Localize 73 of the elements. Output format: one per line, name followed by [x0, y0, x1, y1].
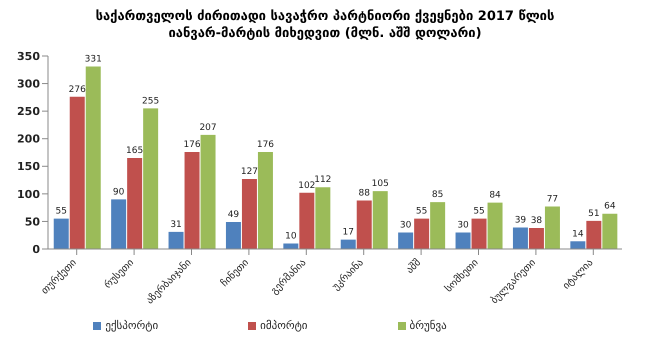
- bar: [111, 199, 126, 249]
- data-label: 176: [183, 140, 201, 150]
- bar: [242, 178, 257, 249]
- bar: [602, 214, 618, 249]
- chart-title: საქართველოს ძირითადი სავაჭრო პარტნიორი ქვეყნები 2017 წლის იანვარ-მარტის მიხედვით (მლნ. აშშ დოლარი): [94, 8, 556, 42]
- bar: [528, 228, 544, 249]
- bar: [512, 227, 528, 249]
- data-label: 51: [588, 208, 600, 219]
- bar: [372, 191, 388, 249]
- bar: [184, 152, 200, 249]
- data-label: 165: [126, 146, 144, 156]
- y-tick-label: 0: [32, 242, 40, 256]
- bar: [414, 218, 430, 249]
- bar: [488, 202, 503, 249]
- bar: [570, 241, 586, 249]
- bar: [356, 200, 372, 249]
- bar: [54, 218, 69, 249]
- data-label: 331: [84, 54, 102, 64]
- legend-label: ბრუნვა: [410, 319, 447, 332]
- bar: [127, 158, 142, 249]
- data-label: 38: [530, 216, 542, 226]
- y-tick-label: 300: [17, 77, 40, 90]
- data-label: 88: [358, 188, 370, 198]
- y-tick-label: 200: [17, 132, 40, 146]
- data-label: 39: [514, 215, 526, 226]
- bar: [86, 66, 101, 249]
- data-label: 30: [457, 220, 470, 230]
- data-label: 112: [314, 175, 332, 186]
- y-tick-label: 250: [17, 105, 40, 118]
- data-label: 49: [228, 210, 240, 220]
- y-tick-label: 100: [17, 188, 40, 201]
- data-label: 127: [240, 166, 258, 177]
- data-label: 10: [285, 231, 297, 242]
- bar: [283, 243, 298, 249]
- data-label: 55: [56, 206, 67, 217]
- data-label: 176: [256, 140, 274, 150]
- bar: [200, 134, 216, 249]
- data-label: 102: [298, 180, 316, 191]
- data-label: 85: [432, 190, 444, 200]
- data-label: 276: [68, 84, 86, 95]
- bar: [143, 108, 158, 249]
- bar: [299, 192, 314, 249]
- data-label: 14: [572, 229, 584, 240]
- data-label: 84: [489, 190, 502, 201]
- data-label: 90: [112, 187, 125, 198]
- data-label: 55: [416, 206, 428, 217]
- bar: [456, 232, 471, 249]
- bar: [586, 220, 602, 249]
- data-label: 207: [199, 122, 217, 133]
- data-label: 64: [604, 202, 616, 212]
- bar: [430, 202, 446, 249]
- bar: [70, 96, 85, 249]
- bar: [544, 206, 560, 249]
- y-tick-label: 150: [17, 160, 40, 174]
- data-label: 105: [372, 179, 389, 190]
- data-label: 17: [342, 228, 354, 238]
- bar: [340, 240, 356, 249]
- data-label: 55: [473, 206, 485, 217]
- y-tick-label: 50: [24, 215, 40, 228]
- bar: [226, 222, 241, 249]
- data-label: 30: [400, 220, 412, 230]
- bar: [315, 187, 330, 249]
- y-tick-label: 350: [17, 50, 40, 63]
- legend-label: ექსპორტი: [105, 319, 158, 332]
- bar: [258, 152, 273, 249]
- bar: [472, 218, 487, 249]
- x-tick-label: აშშ: [404, 256, 424, 276]
- bar: [168, 232, 184, 249]
- data-label: 255: [142, 96, 160, 106]
- data-label: 77: [546, 194, 558, 205]
- data-label: 31: [170, 220, 182, 230]
- legend-label: იმპორტი: [260, 319, 308, 332]
- bar: [398, 232, 414, 249]
